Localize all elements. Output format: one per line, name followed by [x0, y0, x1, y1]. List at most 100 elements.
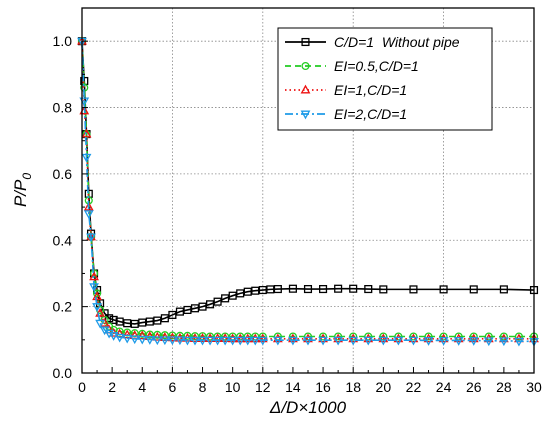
- data-point: [92, 303, 102, 312]
- data-point: [303, 333, 313, 343]
- data-point: [183, 305, 192, 315]
- data-point: [348, 333, 359, 343]
- data-point: [138, 329, 147, 338]
- x-tick-label: 0: [78, 379, 86, 395]
- x-tick-label: 20: [376, 379, 392, 395]
- data-point: [499, 332, 508, 341]
- data-point: [408, 336, 419, 346]
- data-point: [168, 310, 177, 319]
- data-point: [153, 316, 162, 325]
- data-point: [175, 336, 185, 346]
- axis-ticks: [81, 7, 535, 374]
- data-point: [122, 334, 133, 344]
- legend-marker: [301, 37, 310, 47]
- y-tick-label: 0.0: [53, 365, 73, 381]
- legend-marker: [300, 84, 311, 94]
- data-point: [235, 336, 246, 346]
- series-layer: [77, 35, 539, 347]
- data-point: [333, 333, 344, 343]
- data-point: [250, 336, 261, 346]
- data-point: [483, 337, 494, 347]
- data-point: [83, 210, 94, 220]
- data-point: [83, 201, 94, 211]
- data-point: [349, 332, 358, 341]
- x-tick-label: 18: [345, 379, 361, 395]
- data-point: [303, 336, 313, 346]
- data-point: [334, 284, 343, 293]
- data-point: [190, 336, 200, 346]
- data-point: [220, 336, 231, 346]
- series-line: [81, 41, 534, 340]
- data-point: [334, 332, 343, 341]
- data-point: [378, 333, 389, 343]
- data-point: [81, 153, 92, 163]
- data-point: [318, 336, 328, 346]
- data-point: [95, 319, 105, 329]
- x-tick-labels: 0 2 4 6 8 10 12 14 16 18 20 22 24 26 28 30: [78, 379, 542, 395]
- data-point: [364, 284, 373, 294]
- data-point: [379, 285, 388, 294]
- legend-item: C/D=1 Without pipe: [285, 34, 460, 50]
- data-point: [378, 336, 389, 346]
- x-tick-label: 4: [138, 379, 146, 395]
- data-point: [242, 333, 253, 343]
- data-point: [333, 336, 344, 346]
- legend-item: EI=0.5,C/D=1: [285, 58, 419, 74]
- data-point: [221, 294, 230, 303]
- data-point: [130, 319, 139, 328]
- data-point: [93, 289, 102, 298]
- data-point: [272, 336, 283, 346]
- data-point: [236, 289, 245, 298]
- data-point: [145, 317, 154, 326]
- data-point: [348, 336, 359, 346]
- data-point: [190, 332, 200, 341]
- data-point: [288, 333, 298, 343]
- data-point: [190, 304, 200, 313]
- x-tick-label: 10: [225, 379, 241, 395]
- data-point: [319, 332, 328, 341]
- data-point: [206, 332, 215, 341]
- data-point: [89, 283, 99, 293]
- data-point: [213, 297, 222, 306]
- data-point: [257, 336, 268, 346]
- data-point: [243, 287, 252, 296]
- data-point: [81, 128, 92, 138]
- data-point: [257, 333, 268, 343]
- data-point: [363, 333, 374, 343]
- data-point: [129, 335, 140, 345]
- x-tick-label: 14: [285, 379, 301, 395]
- data-point: [423, 337, 434, 346]
- data-point: [499, 285, 508, 294]
- data-point: [212, 336, 223, 346]
- x-tick-label: 26: [466, 379, 482, 395]
- data-point: [160, 314, 169, 323]
- data-point: [318, 333, 328, 343]
- series-4: [77, 37, 539, 347]
- data-point: [439, 285, 448, 294]
- data-point: [86, 233, 96, 243]
- data-point: [160, 331, 169, 340]
- y-tick-labels: 0.0 0.2 0.4 0.6 0.8 1.0: [53, 33, 73, 381]
- data-point: [250, 333, 261, 343]
- data-point: [266, 285, 275, 294]
- data-point: [514, 337, 524, 347]
- data-point: [137, 330, 148, 340]
- data-point: [409, 332, 418, 341]
- data-point: [138, 318, 147, 327]
- data-point: [228, 291, 237, 300]
- legend-marker: [300, 110, 311, 120]
- x-tick-label: 8: [199, 379, 207, 395]
- x-tick-label: 2: [108, 379, 116, 395]
- data-point: [167, 336, 178, 346]
- data-point: [424, 332, 433, 341]
- data-point: [438, 337, 449, 346]
- x-tick-label: 30: [526, 379, 542, 395]
- data-point: [145, 330, 154, 339]
- data-point: [409, 285, 418, 294]
- data-point: [105, 314, 114, 323]
- data-point: [484, 332, 493, 341]
- y-axis-label-main: P/P: [11, 179, 30, 207]
- data-point: [227, 333, 238, 343]
- data-point: [288, 336, 298, 346]
- legend-marker: [301, 61, 310, 71]
